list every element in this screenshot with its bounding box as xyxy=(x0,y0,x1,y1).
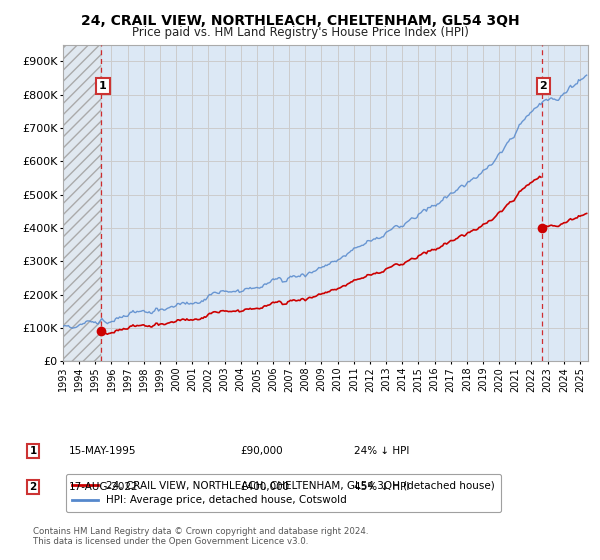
Text: 24, CRAIL VIEW, NORTHLEACH, CHELTENHAM, GL54 3QH: 24, CRAIL VIEW, NORTHLEACH, CHELTENHAM, … xyxy=(80,14,520,28)
Text: 15-MAY-1995: 15-MAY-1995 xyxy=(69,446,137,456)
Text: £400,000: £400,000 xyxy=(240,482,289,492)
Legend: 24, CRAIL VIEW, NORTHLEACH, CHELTENHAM, GL54 3QH (detached house), HPI: Average : 24, CRAIL VIEW, NORTHLEACH, CHELTENHAM, … xyxy=(65,474,501,512)
Text: 1: 1 xyxy=(99,81,107,91)
Text: 24% ↓ HPI: 24% ↓ HPI xyxy=(354,446,409,456)
Bar xyxy=(63,45,101,361)
Text: £90,000: £90,000 xyxy=(240,446,283,456)
Text: 2: 2 xyxy=(29,482,37,492)
Text: 45% ↓ HPI: 45% ↓ HPI xyxy=(354,482,409,492)
Text: Price paid vs. HM Land Registry's House Price Index (HPI): Price paid vs. HM Land Registry's House … xyxy=(131,26,469,39)
Text: 17-AUG-2022: 17-AUG-2022 xyxy=(69,482,139,492)
Text: 2: 2 xyxy=(539,81,547,91)
Text: 1: 1 xyxy=(29,446,37,456)
Text: Contains HM Land Registry data © Crown copyright and database right 2024.
This d: Contains HM Land Registry data © Crown c… xyxy=(33,526,368,546)
